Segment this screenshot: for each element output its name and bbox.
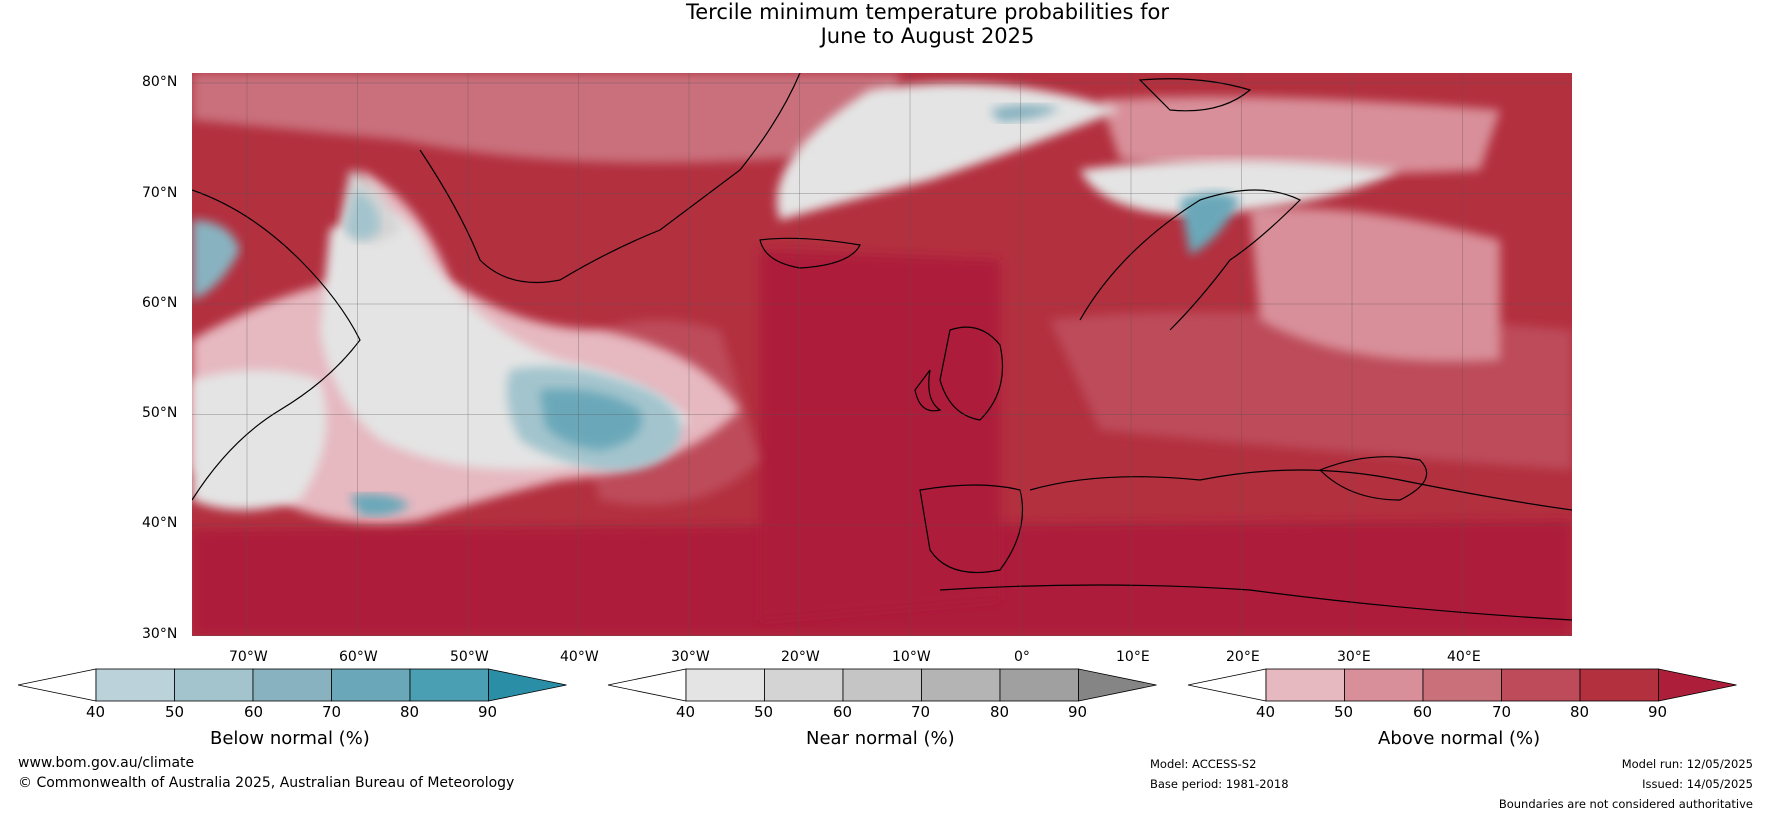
lon-label: 10°W <box>892 649 931 665</box>
colorbar-0 <box>17 668 567 702</box>
cbar-tick: 50 <box>754 703 774 721</box>
cbar-tick: 40 <box>676 703 696 721</box>
colorbar-extend-high <box>1658 668 1737 702</box>
colorbar-2 <box>1187 668 1737 702</box>
lat-label: 30°N <box>142 626 178 642</box>
colorbar-extend-low <box>607 668 687 702</box>
lat-label: 40°N <box>142 515 178 531</box>
lon-label: 40°W <box>560 649 599 665</box>
colorbar-extend-high <box>488 668 567 702</box>
coastlines <box>192 73 1572 621</box>
colorbar-extend-high <box>1078 668 1157 702</box>
cbar-tick: 60 <box>244 703 264 721</box>
colorbar-label-below: Below normal (%) <box>210 728 370 749</box>
colorbar-segment <box>842 668 922 702</box>
colorbar-segment <box>1422 668 1502 702</box>
footer-copyright: © Commonwealth of Australia 2025, Austra… <box>18 775 515 791</box>
lon-label: 20°W <box>781 649 820 665</box>
footer-model-run: Model run: 12/05/2025 <box>1621 757 1753 771</box>
cbar-tick: 80 <box>400 703 420 721</box>
colorbars <box>17 668 1737 702</box>
cbar-tick: 80 <box>990 703 1010 721</box>
colorbar-segment <box>252 668 332 702</box>
colorbar-segment <box>95 668 175 702</box>
cbar-tick: 80 <box>1570 703 1590 721</box>
lon-label: 30°W <box>671 649 710 665</box>
footer-base-period: Base period: 1981-2018 <box>1150 777 1289 791</box>
cbar-tick: 40 <box>86 703 106 721</box>
lat-label: 50°N <box>142 405 178 421</box>
lat-label: 60°N <box>142 295 178 311</box>
cbar-tick: 90 <box>478 703 498 721</box>
map-field <box>192 73 1572 636</box>
colorbar-segment <box>1579 668 1659 702</box>
colorbar-label-near: Near normal (%) <box>806 728 955 749</box>
title-line-2: June to August 2025 <box>820 24 1035 48</box>
cbar-tick: 70 <box>1492 703 1512 721</box>
cbar-tick: 70 <box>322 703 342 721</box>
footer-url: www.bom.gov.au/climate <box>18 755 195 771</box>
lon-label: 60°W <box>339 649 378 665</box>
lon-label: 10°E <box>1116 649 1150 665</box>
cbar-tick: 50 <box>1334 703 1354 721</box>
colorbar-1 <box>607 668 1157 702</box>
cbar-tick: 90 <box>1648 703 1668 721</box>
colorbar-label-above: Above normal (%) <box>1378 728 1541 749</box>
cbar-tick: 60 <box>1413 703 1433 721</box>
lon-label: 20°E <box>1226 649 1260 665</box>
lon-label: 40°E <box>1447 649 1481 665</box>
colorbar-segment <box>999 668 1079 702</box>
cbar-tick: 90 <box>1068 703 1088 721</box>
graticule <box>192 73 1572 636</box>
lon-label: 0° <box>1014 649 1030 665</box>
colorbar-segment <box>1501 668 1581 702</box>
lon-label: 50°W <box>450 649 489 665</box>
colorbar-segment <box>764 668 844 702</box>
footer-model: Model: ACCESS-S2 <box>1150 757 1257 771</box>
colorbar-segment <box>685 668 765 702</box>
colorbar-segment <box>331 668 411 702</box>
map-title: Tercile minimum temperature probabilitie… <box>0 0 1770 48</box>
colorbar-segment <box>409 668 489 702</box>
colorbar-segment <box>1344 668 1424 702</box>
lat-label: 80°N <box>142 74 178 90</box>
colorbar-extend-low <box>1187 668 1267 702</box>
footer-issued: Issued: 14/05/2025 <box>1642 777 1753 791</box>
lat-label: 70°N <box>142 185 178 201</box>
colorbar-extend-low <box>17 668 97 702</box>
colorbar-segment <box>921 668 1001 702</box>
cbar-tick: 60 <box>833 703 853 721</box>
footer-disclaimer: Boundaries are not considered authoritat… <box>1498 797 1753 811</box>
cbar-tick: 40 <box>1256 703 1276 721</box>
colorbar-segment <box>1265 668 1345 702</box>
lon-label: 70°W <box>229 649 268 665</box>
title-line-1: Tercile minimum temperature probabilitie… <box>685 0 1170 24</box>
colorbar-segment <box>174 668 254 702</box>
cbar-tick: 50 <box>165 703 185 721</box>
lon-label: 30°E <box>1337 649 1371 665</box>
cbar-tick: 70 <box>911 703 931 721</box>
